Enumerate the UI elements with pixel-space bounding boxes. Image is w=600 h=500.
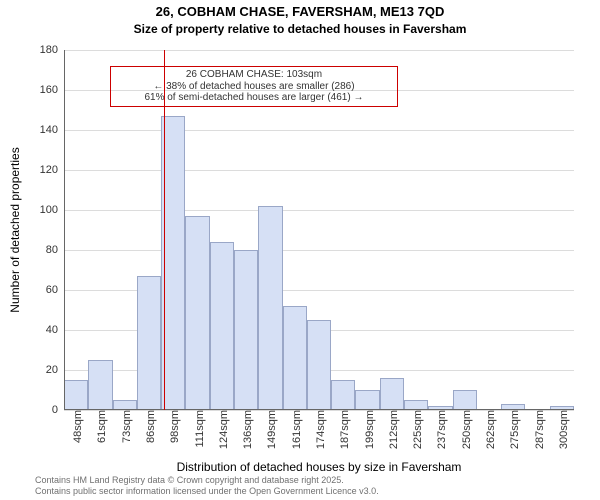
annotation-line-2: ← 38% of detached houses are smaller (28… (117, 81, 391, 93)
bar (64, 380, 88, 410)
x-tick-label: 237sqm (432, 410, 448, 449)
bar (331, 380, 355, 410)
x-tick-label: 300sqm (554, 410, 570, 449)
y-tick-label: 80 (46, 244, 64, 256)
annotation-box: 26 COBHAM CHASE: 103sqm ← 38% of detache… (110, 66, 398, 107)
bar (161, 116, 185, 410)
x-tick-label: 149sqm (262, 410, 278, 449)
footer: Contains HM Land Registry data © Crown c… (35, 475, 595, 497)
x-tick-label: 98sqm (165, 410, 181, 443)
bar (185, 216, 209, 410)
y-tick-label: 120 (40, 164, 64, 176)
bar (234, 250, 258, 410)
x-tick-label: 136sqm (238, 410, 254, 449)
bar (137, 276, 161, 410)
y-axis-title: Number of detached properties (8, 147, 22, 312)
bar (307, 320, 331, 410)
y-tick-label: 40 (46, 324, 64, 336)
x-tick-label: 225sqm (408, 410, 424, 449)
x-tick-label: 73sqm (117, 410, 133, 443)
bar (283, 306, 307, 410)
x-tick-label: 124sqm (214, 410, 230, 449)
bar (258, 206, 282, 410)
y-tick-label: 160 (40, 84, 64, 96)
bar (88, 360, 112, 410)
x-tick-label: 61sqm (92, 410, 108, 443)
chart-container: { "title": "26, COBHAM CHASE, FAVERSHAM,… (0, 0, 600, 500)
y-tick-label: 60 (46, 284, 64, 296)
y-tick-label: 140 (40, 124, 64, 136)
x-tick-label: 250sqm (457, 410, 473, 449)
x-tick-label: 161sqm (287, 410, 303, 449)
annotation-line-1: 26 COBHAM CHASE: 103sqm (117, 69, 391, 81)
x-tick-label: 199sqm (360, 410, 376, 449)
x-tick-label: 287sqm (530, 410, 546, 449)
x-tick-label: 86sqm (141, 410, 157, 443)
x-tick-label: 187sqm (335, 410, 351, 449)
x-tick-label: 212sqm (384, 410, 400, 449)
bar (355, 390, 379, 410)
x-tick-label: 111sqm (190, 410, 206, 448)
y-tick-label: 180 (40, 44, 64, 56)
footer-line-1: Contains HM Land Registry data © Crown c… (35, 475, 595, 486)
plot-area: Number of detached properties 0204060801… (64, 50, 574, 410)
x-tick-label: 262sqm (481, 410, 497, 449)
annotation-line-3: 61% of semi-detached houses are larger (… (117, 92, 391, 104)
x-tick-label: 48sqm (68, 410, 84, 443)
x-tick-label: 275sqm (505, 410, 521, 449)
bar (453, 390, 477, 410)
bar (210, 242, 234, 410)
chart-title: 26, COBHAM CHASE, FAVERSHAM, ME13 7QD (0, 4, 600, 19)
x-tick-label: 174sqm (311, 410, 327, 449)
chart-subtitle: Size of property relative to detached ho… (0, 22, 600, 36)
y-axis-line (64, 50, 65, 410)
footer-line-2: Contains public sector information licen… (35, 486, 595, 497)
y-tick-label: 0 (52, 404, 64, 416)
x-axis-line (64, 409, 574, 410)
bar (380, 378, 404, 410)
y-tick-label: 100 (40, 204, 64, 216)
x-axis-title: Distribution of detached houses by size … (64, 460, 574, 474)
y-tick-label: 20 (46, 364, 64, 376)
